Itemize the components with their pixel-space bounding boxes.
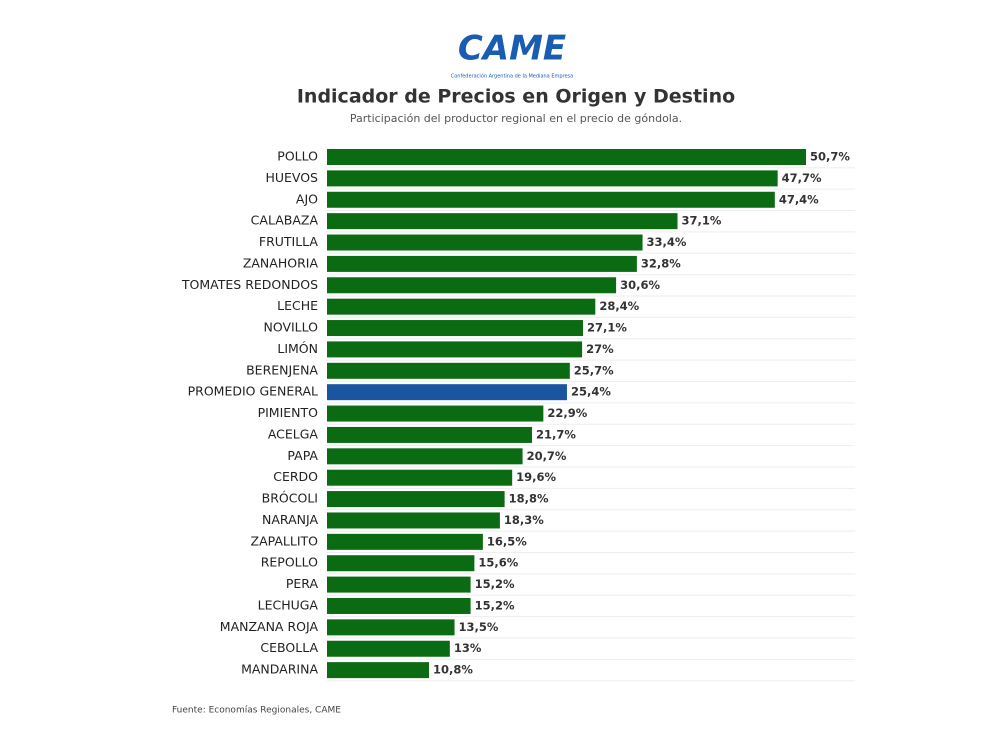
bar [327, 298, 596, 315]
bar [327, 491, 505, 508]
value-label: 50,7% [810, 150, 850, 164]
chart-subtitle: Participación del productor regional en … [350, 112, 682, 125]
value-label: 33,4% [647, 235, 687, 249]
category-label: PAPA [287, 448, 318, 463]
bar [327, 640, 450, 657]
value-label: 47,7% [782, 171, 822, 185]
bar [327, 662, 430, 679]
category-label: TOMATES REDONDOS [181, 277, 318, 292]
category-label: HUEVOS [265, 170, 318, 185]
category-label: ZAPALLITO [251, 533, 319, 548]
bar [327, 149, 806, 165]
bar [327, 469, 513, 486]
value-label: 25,4% [571, 385, 611, 399]
value-label: 25,7% [574, 363, 614, 377]
bar [327, 234, 643, 251]
value-label: 15,2% [475, 577, 515, 591]
bar [327, 576, 471, 593]
bar [327, 512, 500, 529]
category-label: PROMEDIO GENERAL [188, 384, 318, 399]
logo-tagline: Confederación Argentina de la Mediana Em… [451, 73, 573, 80]
value-label: 47,4% [779, 192, 819, 206]
bar [327, 320, 584, 337]
category-label: LECHUGA [258, 597, 319, 612]
bar [327, 191, 775, 208]
value-label: 27,1% [587, 321, 627, 335]
category-label: AJO [296, 191, 318, 206]
value-label: 21,7% [536, 427, 576, 441]
category-label: BERENJENA [246, 362, 318, 377]
category-label: PERA [286, 576, 319, 591]
value-label: 22,9% [547, 406, 587, 420]
category-label: ZANAHORIA [243, 255, 319, 270]
category-label: BRÓCOLI [262, 491, 318, 506]
bar [327, 426, 533, 443]
bar [327, 555, 475, 572]
value-label: 15,2% [475, 598, 515, 612]
category-label: LECHE [277, 298, 318, 313]
category-label: MANZANA ROJA [220, 619, 319, 634]
value-label: 27% [586, 342, 614, 356]
bar [327, 362, 570, 379]
bar [327, 533, 483, 550]
category-label: REPOLLO [261, 555, 318, 570]
bar [327, 619, 455, 636]
value-label: 13,5% [459, 620, 499, 634]
value-label: 16,5% [487, 534, 527, 548]
category-label: CALABAZA [251, 213, 319, 228]
value-label: 30,6% [620, 278, 660, 292]
value-label: 19,6% [516, 470, 556, 484]
category-label: CEBOLLA [260, 640, 318, 655]
bar [327, 341, 583, 358]
category-label: FRUTILLA [259, 234, 319, 249]
value-label: 18,3% [504, 513, 544, 527]
category-label: CERDO [273, 469, 318, 484]
value-label: 32,8% [641, 256, 681, 270]
bar [327, 405, 544, 422]
value-label: 37,1% [682, 214, 722, 228]
category-label: NARANJA [262, 512, 318, 527]
value-label: 18,8% [509, 492, 549, 506]
category-label: NOVILLO [263, 320, 318, 335]
value-label: 20,7% [527, 449, 567, 463]
value-label: 13% [454, 641, 482, 655]
value-label: 15,6% [478, 556, 518, 570]
category-label: PIMIENTO [258, 405, 319, 420]
value-label: 10,8% [433, 663, 473, 677]
bar [327, 277, 617, 294]
bar [327, 255, 637, 272]
bar [327, 597, 471, 614]
value-label: 28,4% [599, 299, 639, 313]
chart-title: Indicador de Precios en Origen y Destino [297, 86, 735, 108]
bar [327, 448, 523, 465]
category-label: LIMÓN [277, 341, 318, 356]
category-label: ACELGA [268, 426, 319, 441]
category-label: MANDARINA [241, 662, 318, 677]
source: Fuente: Economías Regionales, CAME [172, 706, 341, 716]
bar [327, 170, 778, 187]
category-label: POLLO [277, 149, 318, 164]
bar [327, 384, 567, 401]
bar [327, 213, 678, 230]
logo: CAME [458, 29, 566, 69]
